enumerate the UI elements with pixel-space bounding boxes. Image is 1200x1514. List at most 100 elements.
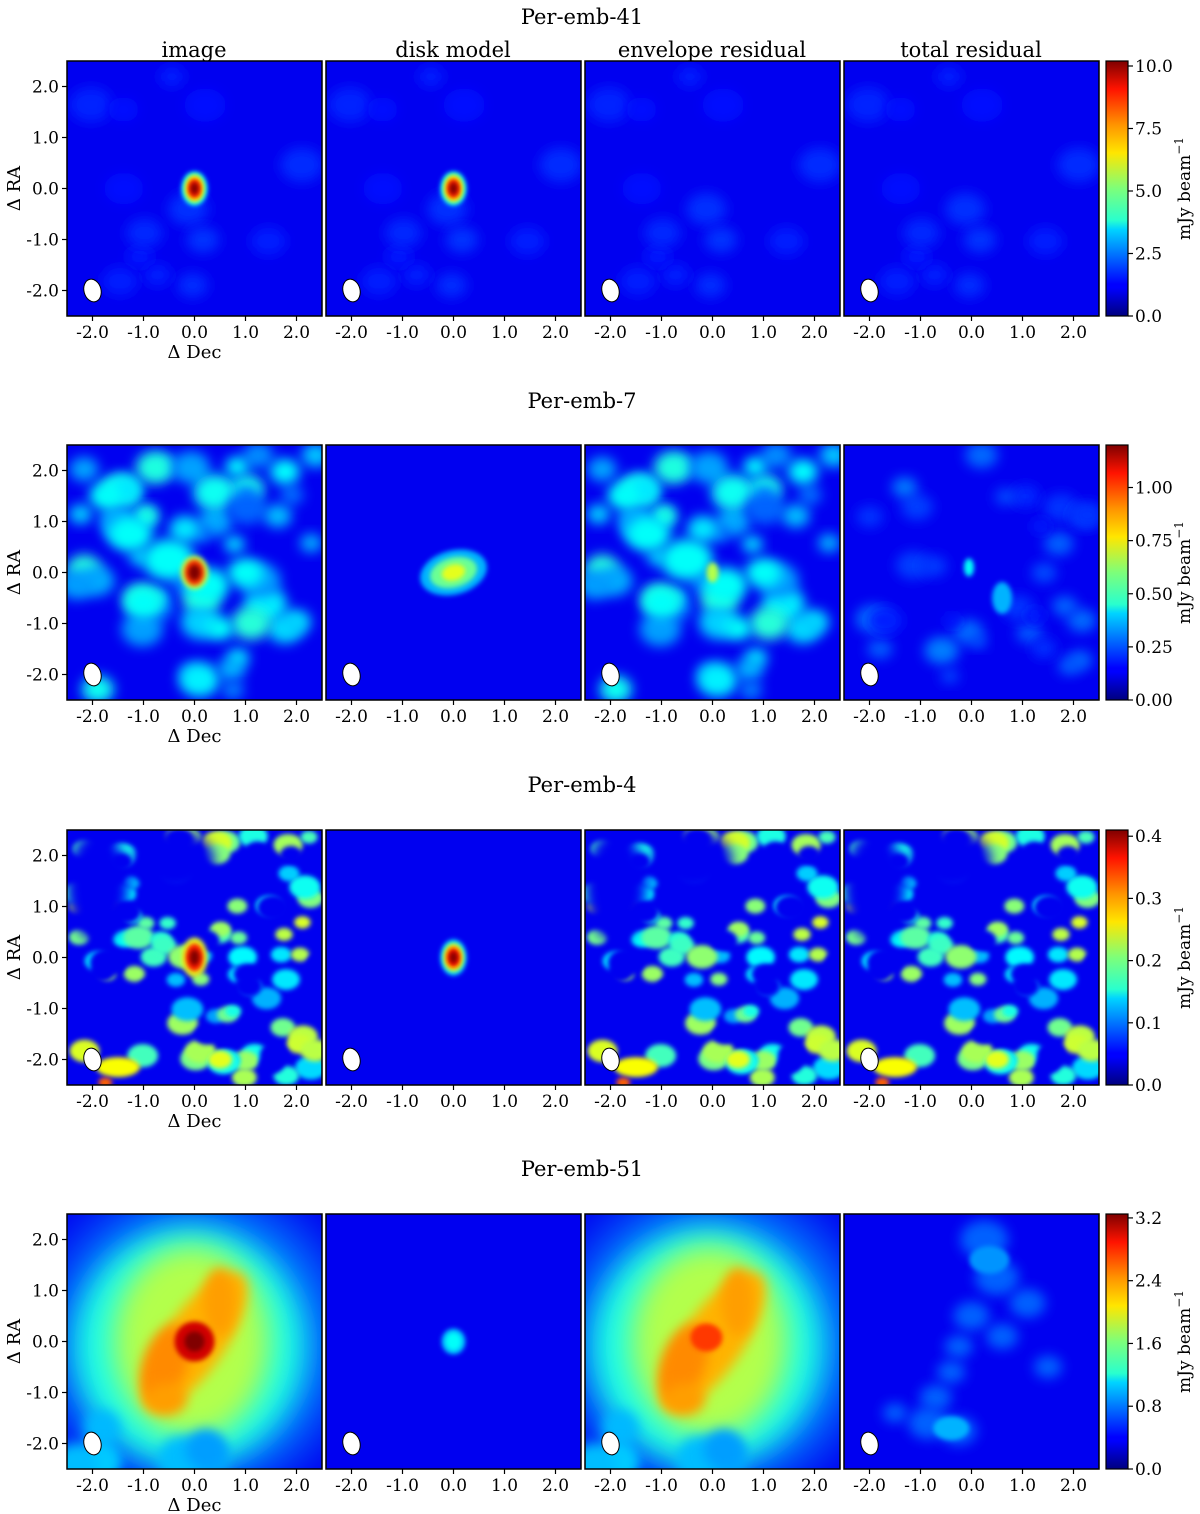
x-tick-label: 0.0 <box>440 323 467 343</box>
colorbar-tick-label: 0.0 <box>1135 307 1162 327</box>
heatmap-image <box>844 1214 1099 1469</box>
x-tick-label: -1.0 <box>386 707 419 727</box>
heatmap-image <box>67 830 322 1085</box>
x-tick-label: 2.0 <box>801 1476 828 1496</box>
x-tick-label: 0.0 <box>699 1092 726 1112</box>
x-tick-label: -1.0 <box>904 1092 937 1112</box>
x-axis-label: Δ Dec <box>168 726 222 747</box>
x-tick-label: 1.0 <box>1009 707 1036 727</box>
x-tick-label: -2.0 <box>594 1476 627 1496</box>
x-tick-label: 2.0 <box>542 323 569 343</box>
panel-envelope-residual: -2.0 -1.0 0.0 1.0 2.0 <box>584 444 841 727</box>
y-tick-label: -1.0 <box>26 615 59 635</box>
panel-image: -2.0 -1.0 0.0 1.0 2.0 2.0 1.0 0.0 -1.0 -2.0 Δ Dec Δ… <box>4 60 323 363</box>
y-axis-label: Δ RA <box>4 165 25 211</box>
y-tick-label: 0.0 <box>32 949 59 969</box>
x-tick-label: -1.0 <box>645 1476 678 1496</box>
x-tick-label: 1.0 <box>750 1092 777 1112</box>
y-tick-label: 0.0 <box>32 564 59 584</box>
colorbar: 10.0 7.5 5.0 2.5 0.0 mJy beam−1 <box>1105 57 1195 327</box>
heatmap-image <box>585 61 840 316</box>
x-tick-label: 0.0 <box>958 1476 985 1496</box>
x-tick-label: -2.0 <box>335 323 368 343</box>
x-tick-label: -2.0 <box>594 707 627 727</box>
beam-ellipse <box>342 278 361 303</box>
column-title-disk-model: disk model <box>395 38 511 62</box>
x-tick-label: -1.0 <box>645 1092 678 1112</box>
heatmap-image <box>844 61 1099 316</box>
x-tick-label: -1.0 <box>386 1092 419 1112</box>
y-tick-label: 2.0 <box>32 78 59 98</box>
panel-total-residual: -2.0 -1.0 0.0 1.0 2.0 <box>843 60 1100 343</box>
y-axis-label: Δ RA <box>4 549 25 595</box>
row-per-emb-7: Per-emb-7-2.0 -1.0 0.0 1.0 2.02.01.00.0-1.0-… <box>4 389 1195 747</box>
row-title: Per-emb-41 <box>521 5 643 29</box>
x-tick-label: -2.0 <box>594 1092 627 1112</box>
colorbar-label: mJy beam−1 <box>1172 137 1195 240</box>
x-tick-label: 2.0 <box>801 1092 828 1112</box>
x-tick-label: 2.0 <box>1060 323 1087 343</box>
column-title-envelope-residual: envelope residual <box>618 38 807 62</box>
y-tick-label: -2.0 <box>26 1051 59 1071</box>
x-tick-label: -2.0 <box>76 323 109 343</box>
x-tick-label: 1.0 <box>750 707 777 727</box>
colorbar-tick-label: 2.5 <box>1135 245 1162 265</box>
panel-image: -2.0 -1.0 0.0 1.0 2.0 2.0 1.0 0.0 -1.0 -2.0 Δ Dec Δ… <box>4 444 323 747</box>
colorbar-tick-label: 7.5 <box>1135 120 1162 140</box>
row-per-emb-4: Per-emb-4-2.0 -1.0 0.0 1.0 2.02.01.00.0-1.0-… <box>4 773 1195 1132</box>
x-tick-label: 2.0 <box>801 323 828 343</box>
y-tick-label: 0.0 <box>32 1333 59 1353</box>
colorbar-tick-label: 0.25 <box>1135 638 1173 658</box>
y-tick-label: 1.0 <box>32 129 59 149</box>
y-tick-label: 2.0 <box>32 1231 59 1251</box>
x-tick-label: 1.0 <box>232 707 259 727</box>
colorbar-tick-label: 0.1 <box>1135 1014 1162 1034</box>
x-tick-label: 2.0 <box>283 707 310 727</box>
colorbar-tick-label: 1.6 <box>1135 1334 1162 1354</box>
x-tick-label: 1.0 <box>232 323 259 343</box>
x-tick-label: 0.0 <box>699 1476 726 1496</box>
x-tick-label: 2.0 <box>801 707 828 727</box>
x-tick-label: -2.0 <box>853 323 886 343</box>
panel-disk-model: -2.0 -1.0 0.0 1.0 2.0 <box>325 829 582 1112</box>
heatmap-image <box>326 830 581 1085</box>
x-tick-label: 2.0 <box>542 1092 569 1112</box>
x-tick-label: 1.0 <box>491 1092 518 1112</box>
colorbar-tick-label: 1.00 <box>1135 479 1173 499</box>
x-tick-label: -2.0 <box>853 1092 886 1112</box>
y-tick-label: -2.0 <box>26 282 59 302</box>
beam-ellipse <box>860 1431 879 1456</box>
colorbar-tick-label: 10.0 <box>1135 57 1173 77</box>
y-tick-label: 0.0 <box>32 180 59 200</box>
colorbar-tick-label: 5.0 <box>1135 182 1162 202</box>
heatmap-image <box>67 1214 322 1469</box>
beam-ellipse <box>342 1431 361 1456</box>
x-tick-label: -1.0 <box>904 323 937 343</box>
beam-ellipse <box>83 278 102 303</box>
beam-ellipse <box>860 278 879 303</box>
x-tick-label: 0.0 <box>181 1476 208 1496</box>
x-tick-label: -1.0 <box>904 1476 937 1496</box>
colorbar-tick-label: 0.0 <box>1135 1076 1162 1096</box>
colorbar-tick-label: 0.00 <box>1135 691 1173 711</box>
colorbar-tick-label: 0.0 <box>1135 1460 1162 1480</box>
colorbar-tick-label: 0.3 <box>1135 889 1162 909</box>
x-tick-label: -1.0 <box>386 1476 419 1496</box>
x-tick-label: 2.0 <box>1060 707 1087 727</box>
x-tick-label: 1.0 <box>491 707 518 727</box>
x-tick-label: 2.0 <box>283 1092 310 1112</box>
panel-image: -2.0 -1.0 0.0 1.0 2.0 2.0 1.0 0.0 -1.0 -2.0 Δ Dec Δ… <box>4 829 323 1132</box>
x-tick-label: -2.0 <box>853 1476 886 1496</box>
y-tick-label: -2.0 <box>26 666 59 686</box>
panel-envelope-residual: -2.0 -1.0 0.0 1.0 2.0 <box>584 60 841 343</box>
x-tick-label: 0.0 <box>181 1092 208 1112</box>
x-tick-label: 1.0 <box>232 1092 259 1112</box>
x-tick-label: 1.0 <box>1009 323 1036 343</box>
panel-total-residual: -2.0 -1.0 0.0 1.0 2.0 <box>843 829 1100 1112</box>
colorbar-label: mJy beam−1 <box>1172 906 1195 1009</box>
beam-ellipse <box>342 1047 361 1072</box>
x-tick-label: -1.0 <box>904 707 937 727</box>
y-tick-label: 1.0 <box>32 1282 59 1302</box>
x-tick-label: 2.0 <box>542 1476 569 1496</box>
y-tick-label: 2.0 <box>32 847 59 867</box>
